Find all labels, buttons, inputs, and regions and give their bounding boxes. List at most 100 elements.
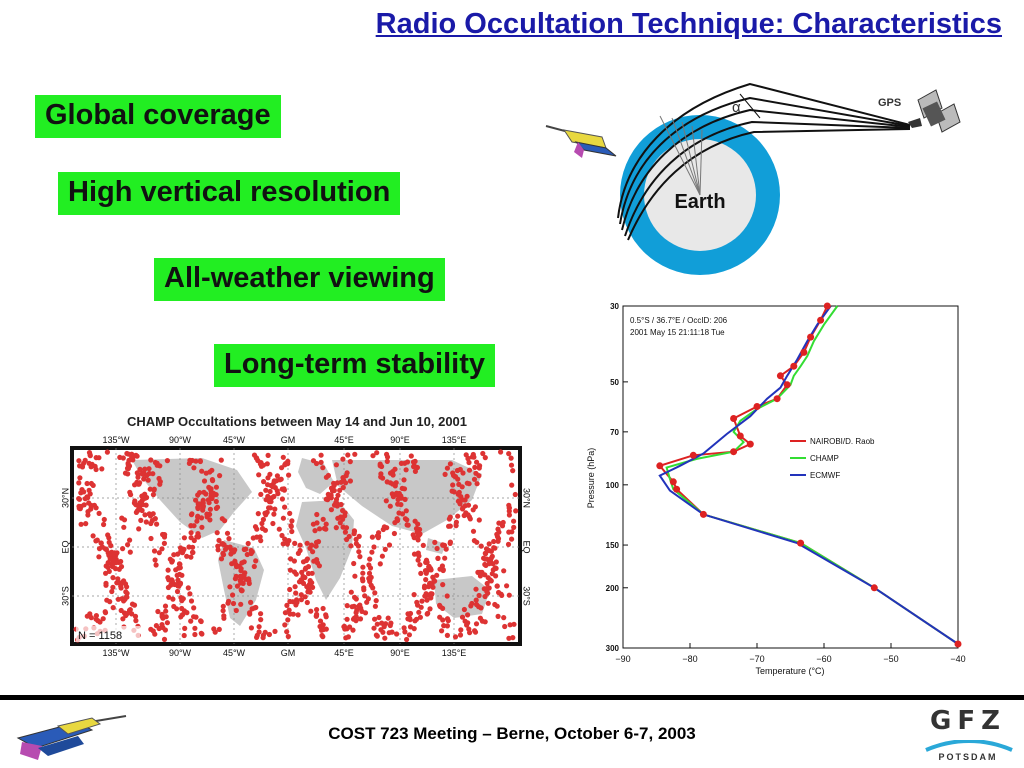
occultation-point (486, 547, 492, 554)
occultation-point (93, 538, 99, 544)
occultation-point (442, 471, 448, 477)
occultation-point (314, 607, 320, 613)
occultation-point (335, 492, 341, 498)
occultation-point (370, 453, 376, 459)
data-point (753, 403, 761, 410)
occultation-point (396, 490, 402, 497)
occultation-point (286, 607, 292, 613)
occultation-point (357, 554, 363, 560)
occultation-point (186, 460, 192, 466)
occultation-point (292, 540, 298, 546)
feature-global-coverage: Global coverage (35, 95, 281, 138)
occultation-point (114, 580, 120, 586)
feature-all-weather: All-weather viewing (154, 258, 445, 301)
occultation-point (494, 531, 500, 537)
data-point (730, 448, 738, 456)
occultation-point (416, 609, 422, 615)
occultation-point (456, 481, 462, 487)
occultation-point (391, 530, 397, 537)
y-tick-label: 50 (610, 378, 619, 387)
occultation-point (177, 565, 183, 571)
occultation-point (367, 556, 373, 562)
y-tick-label: 300 (606, 644, 620, 653)
occultation-point (313, 460, 320, 467)
occultation-point (488, 578, 494, 584)
occultation-point (230, 600, 237, 607)
data-point (783, 381, 791, 389)
occultation-point (261, 479, 267, 485)
occultation-point (471, 476, 478, 482)
x-tick-label: −80 (682, 654, 697, 664)
gps-satellite-icon (908, 89, 961, 133)
occultation-point (216, 537, 222, 543)
occultation-point (410, 532, 416, 538)
occultation-point (287, 510, 293, 516)
occultation-point (248, 550, 254, 557)
occultation-point (417, 562, 423, 568)
occultation-point (360, 564, 366, 570)
gfz-logo-letters: GFZ (930, 706, 1006, 736)
occultation-point (319, 632, 325, 639)
occultation-point (506, 635, 512, 641)
occultation-point (318, 459, 324, 465)
map-lon-label-bottom: 90°W (169, 648, 192, 658)
occultation-point (271, 478, 277, 484)
occultation-point (295, 612, 301, 618)
occultation-point (255, 511, 261, 517)
occultation-point (219, 516, 225, 522)
occultation-point (489, 571, 495, 577)
occultation-point (303, 565, 309, 571)
occultation-point (263, 487, 269, 493)
occultation-point (471, 454, 477, 460)
occultation-point (123, 594, 129, 600)
occultation-point (268, 499, 274, 505)
occultation-point (482, 572, 488, 578)
occultation-point (220, 541, 226, 547)
occultation-point (308, 608, 314, 614)
occultation-point (453, 523, 459, 529)
occultation-point (148, 535, 154, 542)
occultation-point (232, 576, 238, 582)
occultation-point (90, 482, 96, 488)
occultation-point (333, 525, 339, 531)
occultation-point (317, 526, 323, 532)
occultation-point (118, 607, 124, 614)
occultation-point (110, 552, 116, 558)
occultation-point (372, 616, 378, 622)
occultation-point (482, 455, 488, 461)
y-axis-label: Pressure (hPa) (586, 448, 596, 509)
occultation-point (110, 584, 116, 590)
occultation-point (343, 525, 350, 531)
map-lat-label-right: 30°N (522, 488, 532, 508)
occultation-point (103, 580, 109, 586)
occultation-point (394, 631, 400, 637)
occultation-point (152, 631, 158, 637)
occultation-point (340, 484, 346, 491)
map-title: CHAMP Occultations between May 14 and Ju… (126, 414, 468, 429)
occultation-point (161, 614, 167, 620)
occultation-point (88, 502, 94, 508)
occultation-point (109, 588, 115, 595)
occultation-point (287, 598, 293, 605)
occultation-point (420, 542, 426, 548)
occultation-point (179, 550, 186, 556)
y-tick-label: 70 (610, 428, 619, 437)
occultation-point (129, 454, 135, 460)
occultation-point (220, 552, 227, 558)
occultation-point (101, 521, 107, 528)
occultation-point (321, 525, 327, 532)
occultation-point (195, 513, 201, 519)
occultation-point (426, 584, 432, 590)
champ-footer-logo-icon (16, 715, 127, 760)
occultation-point (214, 530, 220, 536)
occultation-point (247, 610, 253, 616)
occultation-point (148, 626, 154, 632)
occultation-geometry-diagram: Earth α GPS (545, 82, 961, 275)
occultation-point (357, 616, 364, 622)
occultation-point (152, 557, 158, 563)
footer-divider (0, 695, 1024, 700)
occultation-point (285, 617, 291, 623)
occultation-point (407, 615, 413, 621)
occultation-point (437, 566, 443, 572)
occultation-point (185, 585, 191, 591)
